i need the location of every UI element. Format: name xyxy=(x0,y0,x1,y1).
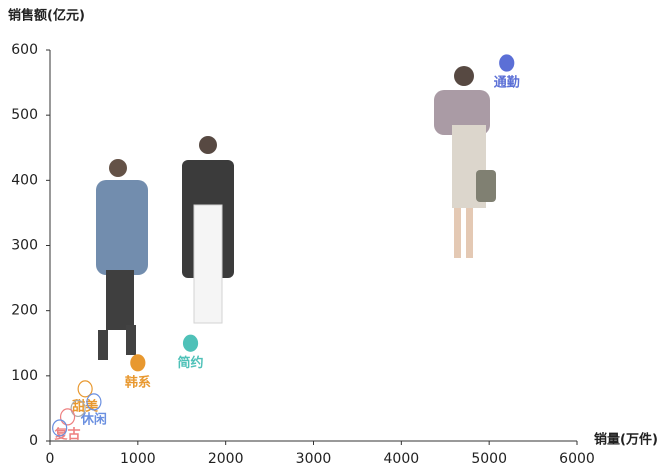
point xyxy=(499,54,515,72)
x-axis-label: 销量(万件) xyxy=(594,432,658,448)
y-tick-label: 600 xyxy=(11,42,38,58)
point xyxy=(59,408,76,426)
y-tick-label: 0 xyxy=(29,433,38,449)
point xyxy=(70,399,86,418)
x-tick-label: 6000 xyxy=(559,451,595,464)
point xyxy=(77,380,93,398)
point-label: 甜美 xyxy=(72,398,99,414)
x-tick-label: 5000 xyxy=(471,451,507,464)
model-figure xyxy=(182,136,234,324)
point-label: 复古 xyxy=(54,426,81,442)
point xyxy=(52,419,68,437)
x-tick-label: 0 xyxy=(46,451,55,464)
point xyxy=(130,354,146,372)
y-tick-label: 300 xyxy=(11,238,38,254)
point xyxy=(86,393,102,411)
point-label: 韩系 xyxy=(125,374,151,390)
y-tick-label: 400 xyxy=(11,172,38,188)
y-tick-label: 500 xyxy=(11,107,38,123)
x-tick-label: 4000 xyxy=(384,451,420,464)
point xyxy=(182,334,199,352)
point-label: 通勤 xyxy=(494,75,520,91)
point-label: 简约 xyxy=(178,355,204,371)
x-tick-label: 3000 xyxy=(296,451,332,464)
x-tick-label: 1000 xyxy=(120,451,156,464)
y-axis-label: 销售额(亿元) xyxy=(8,8,85,24)
point-label: 休闲 xyxy=(80,411,107,427)
y-tick-label: 200 xyxy=(11,303,38,319)
model-figure xyxy=(434,66,496,258)
y-tick-label: 100 xyxy=(11,368,38,384)
model-figure xyxy=(96,159,148,360)
x-tick-label: 2000 xyxy=(208,451,244,464)
